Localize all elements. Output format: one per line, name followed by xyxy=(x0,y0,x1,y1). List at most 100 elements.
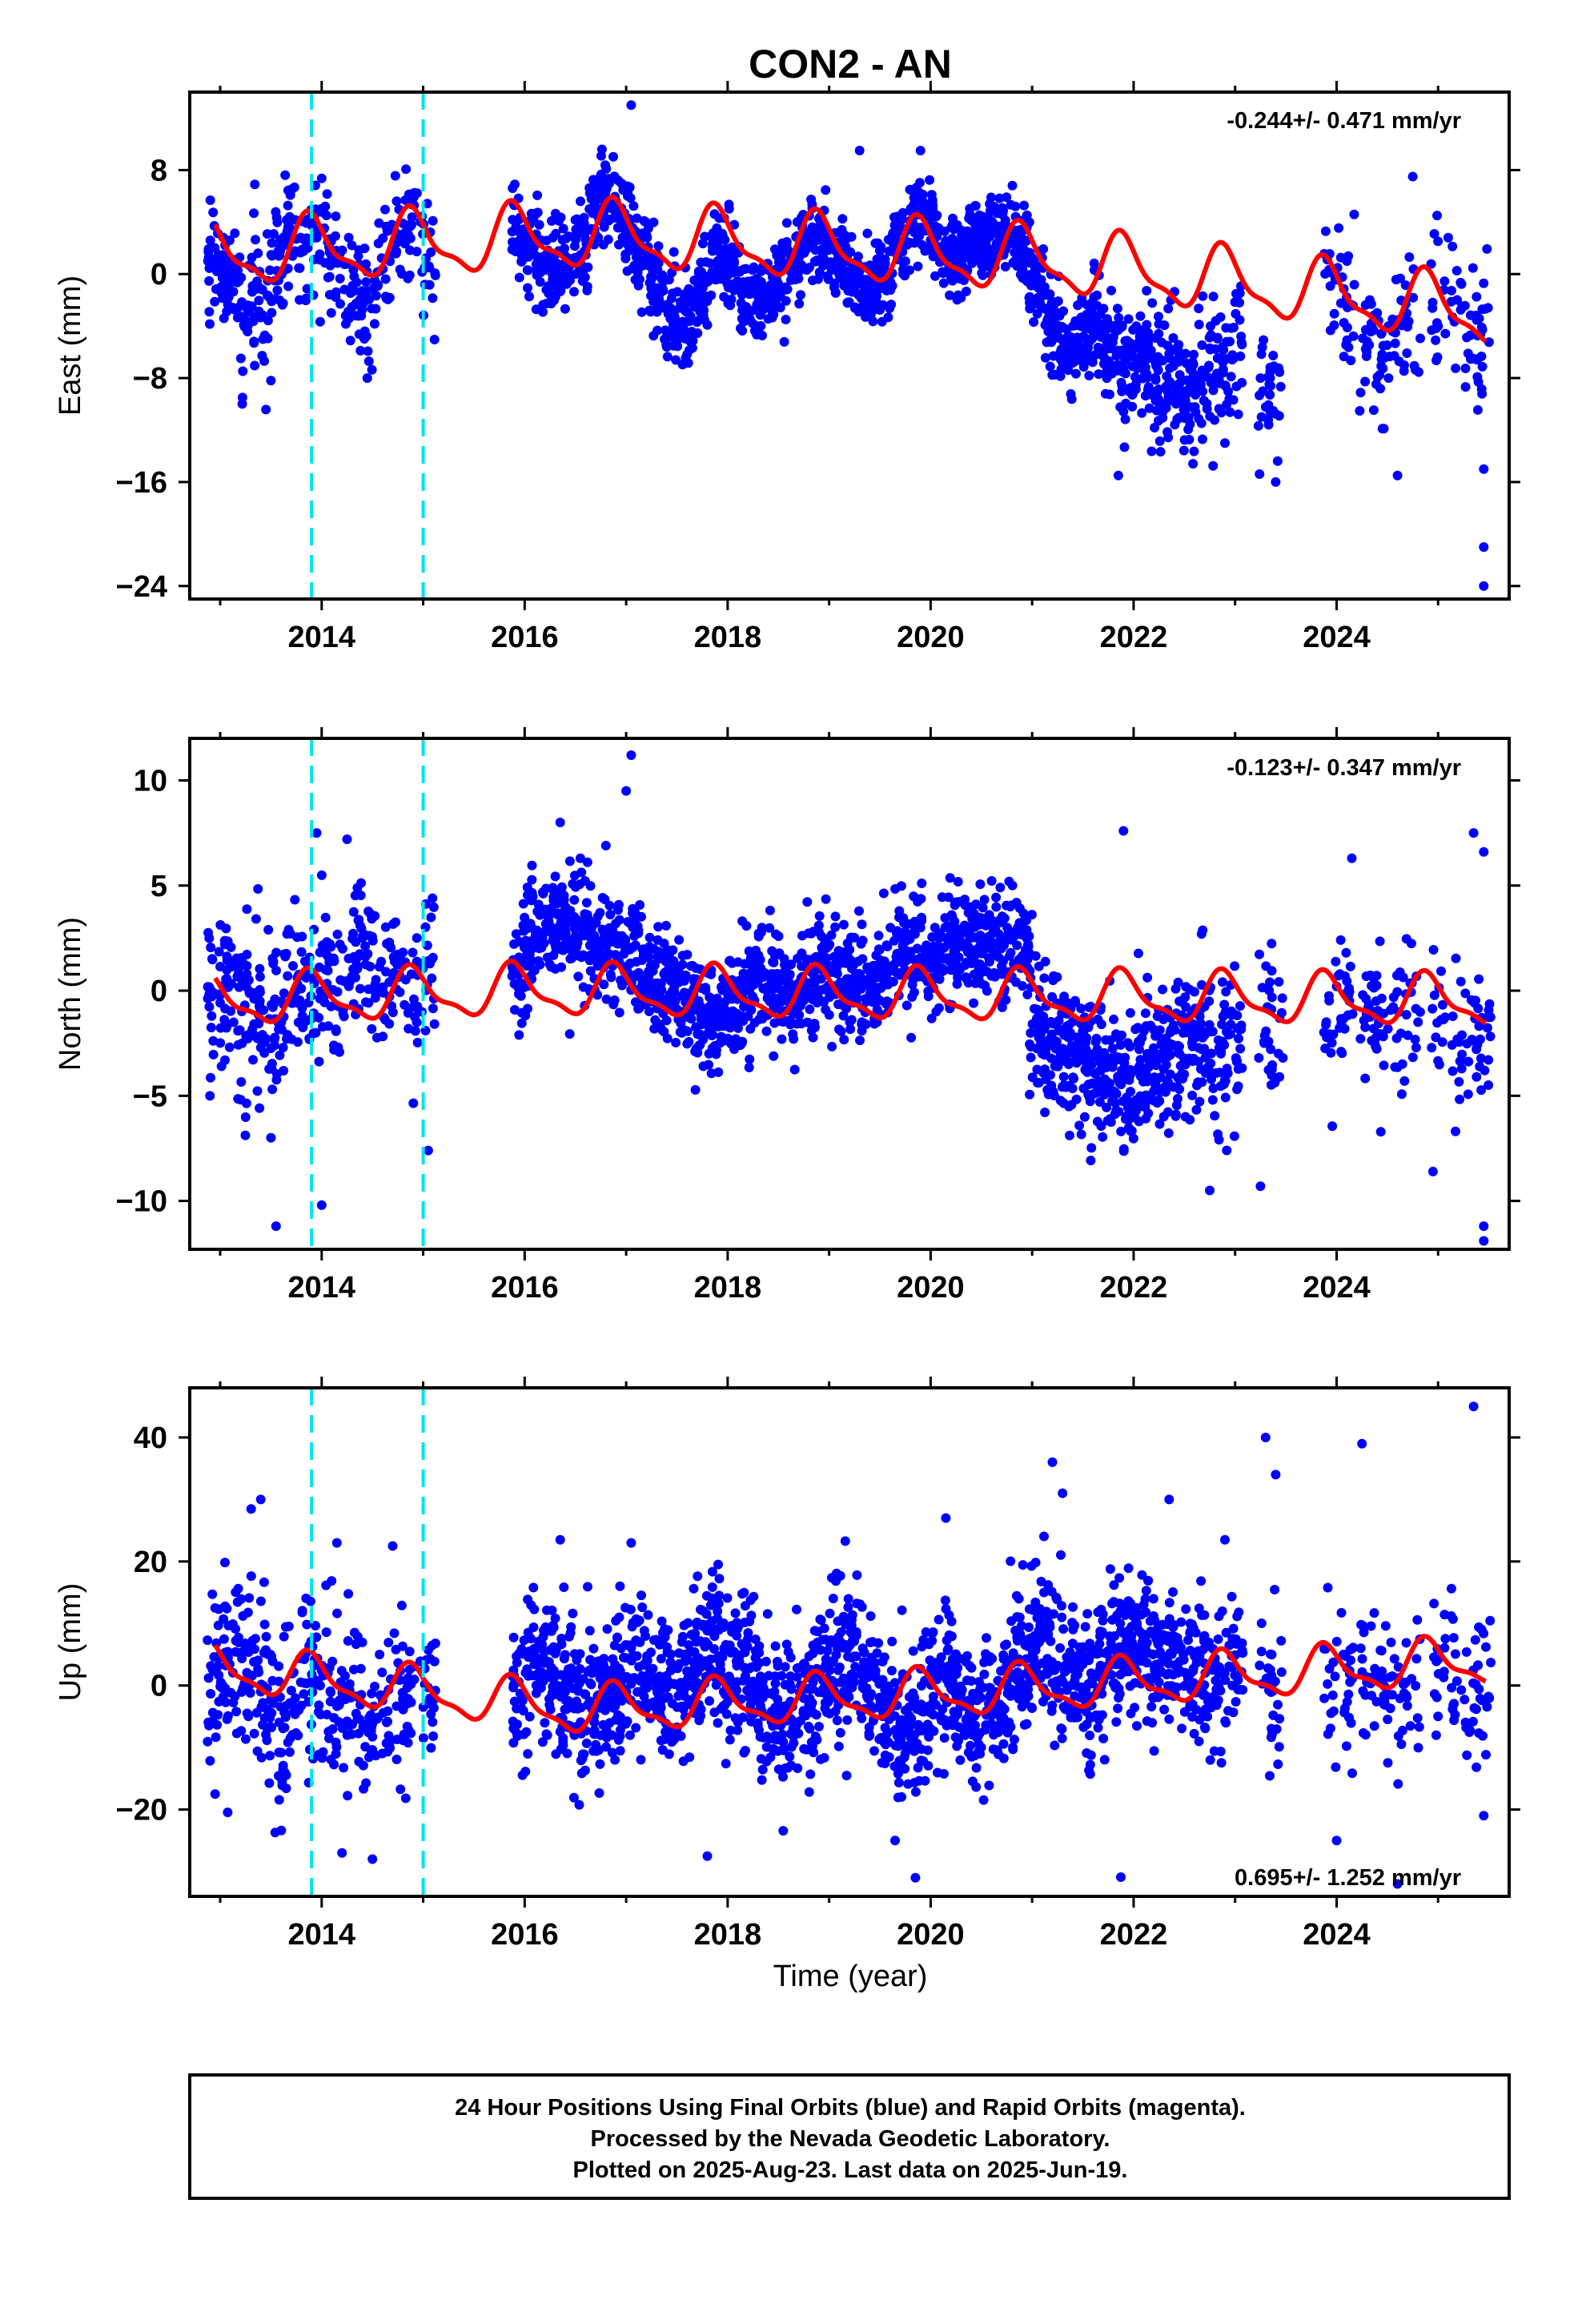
east-point xyxy=(1268,351,1279,360)
east-point xyxy=(218,250,228,260)
east-point xyxy=(331,211,341,222)
north-point xyxy=(1484,1005,1494,1015)
north-point xyxy=(1197,979,1207,990)
east-point xyxy=(1015,269,1026,279)
north-point xyxy=(1162,1107,1173,1117)
north-point xyxy=(838,1011,849,1021)
north-point xyxy=(316,870,327,880)
north-point xyxy=(1265,977,1275,987)
east-point xyxy=(1404,252,1415,262)
north-point xyxy=(830,922,841,932)
east-point xyxy=(725,259,735,270)
north-point xyxy=(996,943,1006,954)
east-point xyxy=(1022,210,1032,220)
east-outlier-point xyxy=(1255,373,1266,384)
north-point xyxy=(1447,1011,1458,1021)
east-outlier-point xyxy=(1479,542,1489,553)
north-point xyxy=(813,920,824,931)
east-point xyxy=(868,316,878,327)
east-point xyxy=(1112,304,1122,314)
east-outlier-point xyxy=(1433,321,1443,332)
east-point xyxy=(391,247,402,256)
north-point xyxy=(599,979,609,990)
north-point xyxy=(1222,1145,1232,1156)
east-point xyxy=(914,178,925,188)
north-point xyxy=(1407,1052,1418,1063)
north-point xyxy=(923,986,934,996)
north-point xyxy=(296,947,307,957)
east-point xyxy=(797,263,808,274)
north-point xyxy=(400,975,411,985)
north-point xyxy=(523,1003,532,1014)
east-point xyxy=(267,238,277,248)
north-point xyxy=(207,1011,217,1021)
east-point xyxy=(582,285,592,296)
north-point xyxy=(584,955,595,966)
east-point xyxy=(361,259,371,269)
east-x-tick-label: 2022 xyxy=(1100,621,1168,654)
north-point xyxy=(1331,956,1341,967)
north-point xyxy=(1208,1084,1219,1093)
east-point xyxy=(532,190,543,200)
north-point xyxy=(777,1034,787,1044)
east-point xyxy=(205,235,215,246)
north-point xyxy=(348,928,359,939)
east-point xyxy=(205,195,215,205)
east-point xyxy=(1231,288,1241,299)
east-point xyxy=(538,307,548,317)
north-outlier-point xyxy=(316,1200,327,1210)
north-outlier-point xyxy=(626,750,636,760)
east-point xyxy=(1114,312,1124,323)
east-point xyxy=(796,290,805,300)
east-point xyxy=(1228,353,1239,364)
north-point xyxy=(296,983,307,994)
north-point xyxy=(843,952,853,963)
north-point xyxy=(327,985,338,995)
north-point xyxy=(525,919,536,929)
north-point xyxy=(604,900,615,911)
east-point xyxy=(283,223,293,233)
north-point xyxy=(1278,1053,1288,1063)
north-point xyxy=(633,1003,644,1014)
north-point xyxy=(1185,984,1195,995)
north-point xyxy=(356,878,366,888)
north-point xyxy=(1072,1032,1082,1043)
north-point xyxy=(1411,1043,1421,1053)
north-point xyxy=(896,931,906,941)
north-point xyxy=(1076,1051,1086,1061)
north-point xyxy=(779,954,789,964)
north-point xyxy=(1048,975,1058,986)
east-point xyxy=(1045,361,1055,372)
east-point xyxy=(1047,308,1058,319)
east-point xyxy=(1102,367,1112,376)
east-point xyxy=(981,235,991,246)
east-point xyxy=(522,265,532,275)
north-point xyxy=(795,1018,805,1027)
east-point xyxy=(1320,226,1331,236)
north-point xyxy=(1111,1088,1121,1099)
east-point xyxy=(768,283,777,293)
north-point xyxy=(1109,1014,1118,1024)
north-point xyxy=(257,1030,267,1040)
north-point xyxy=(1236,1024,1247,1035)
north-point xyxy=(986,971,997,981)
east-point xyxy=(669,311,679,321)
north-point xyxy=(727,994,737,1004)
north-point xyxy=(969,998,979,1008)
north-point xyxy=(690,1084,701,1095)
north-point xyxy=(798,995,809,1006)
north-point xyxy=(388,919,399,929)
north-point xyxy=(367,1023,377,1034)
north-point xyxy=(645,961,656,971)
north-point xyxy=(786,959,797,970)
east-point xyxy=(576,219,586,229)
east-outlier-point xyxy=(1407,171,1418,182)
north-point xyxy=(1466,995,1476,1005)
east-point xyxy=(1179,413,1190,424)
north-point xyxy=(1428,945,1439,955)
east-point xyxy=(928,251,938,262)
east-point xyxy=(1236,337,1247,348)
north-point xyxy=(616,931,627,941)
north-point xyxy=(575,853,585,863)
